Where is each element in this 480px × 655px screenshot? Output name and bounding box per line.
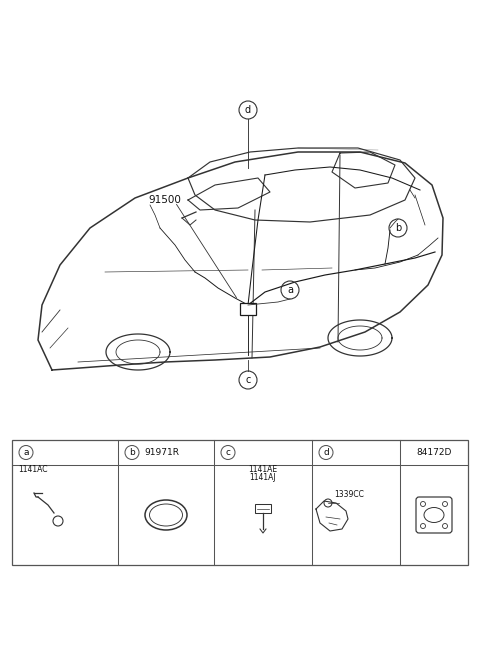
Text: 1141AC: 1141AC [18,465,48,474]
Text: 91500: 91500 [148,195,181,205]
Text: b: b [129,448,135,457]
Bar [255,504,271,513]
Text: a: a [287,285,293,295]
Bar [240,303,256,315]
Text: c: c [226,448,230,457]
Text: d: d [323,448,329,457]
Bar [12,440,468,565]
Text: a: a [23,448,29,457]
Text: 84172D: 84172D [416,448,452,457]
Text: d: d [245,105,251,115]
Text: 91971R: 91971R [144,448,179,457]
Text: 1141AJ: 1141AJ [250,473,276,482]
Text: 1141AE: 1141AE [249,465,277,474]
Text: b: b [395,223,401,233]
Text: c: c [245,375,251,385]
Text: 1339CC: 1339CC [334,490,364,499]
